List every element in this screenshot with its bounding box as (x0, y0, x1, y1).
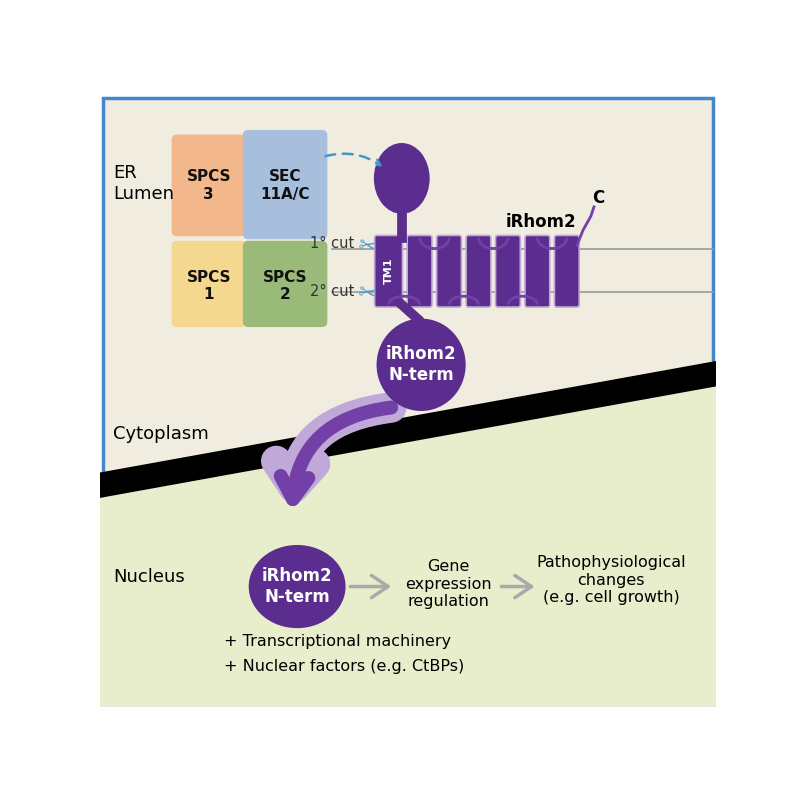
Text: + Transcriptional machinery: + Transcriptional machinery (224, 634, 451, 649)
Text: + Nuclear factors (e.g. CtBPs): + Nuclear factors (e.g. CtBPs) (224, 659, 464, 674)
Text: SPCS
3: SPCS 3 (186, 169, 231, 202)
Text: iRhom2: iRhom2 (506, 214, 576, 231)
Text: TM1: TM1 (384, 258, 393, 284)
FancyBboxPatch shape (243, 241, 327, 327)
FancyArrowPatch shape (501, 576, 532, 598)
FancyBboxPatch shape (172, 241, 246, 327)
Polygon shape (100, 387, 716, 707)
Text: Gene
expression
regulation: Gene expression regulation (405, 559, 492, 609)
Text: Nucleus: Nucleus (114, 568, 185, 585)
FancyBboxPatch shape (525, 235, 550, 307)
FancyBboxPatch shape (172, 134, 246, 236)
FancyArrowPatch shape (350, 576, 388, 598)
Text: Cytoplasm: Cytoplasm (114, 425, 209, 443)
Ellipse shape (377, 318, 466, 411)
Text: ✂: ✂ (356, 283, 377, 306)
Text: ✂: ✂ (356, 236, 377, 258)
Text: SEC
11A/C: SEC 11A/C (260, 169, 310, 202)
Ellipse shape (248, 545, 345, 628)
Text: SPCS
1: SPCS 1 (186, 270, 231, 303)
Text: 1° cut: 1° cut (310, 236, 354, 251)
FancyBboxPatch shape (375, 235, 403, 307)
FancyArrowPatch shape (281, 407, 392, 499)
FancyBboxPatch shape (437, 235, 462, 307)
FancyArrowPatch shape (276, 407, 392, 488)
FancyBboxPatch shape (103, 98, 712, 703)
Text: Pathophysiological
changes
(e.g. cell growth): Pathophysiological changes (e.g. cell gr… (537, 556, 686, 605)
Ellipse shape (374, 143, 430, 214)
Text: iRhom2
N-term: iRhom2 N-term (386, 345, 456, 384)
Text: C: C (592, 189, 605, 206)
FancyBboxPatch shape (555, 235, 579, 307)
FancyBboxPatch shape (466, 235, 491, 307)
Text: SPCS
2: SPCS 2 (263, 270, 307, 303)
FancyBboxPatch shape (408, 235, 432, 307)
Text: 2° cut: 2° cut (310, 284, 354, 299)
FancyBboxPatch shape (243, 130, 327, 239)
Text: iRhom2
N-term: iRhom2 N-term (262, 567, 333, 606)
Text: ER
Lumen: ER Lumen (114, 164, 174, 203)
Polygon shape (100, 361, 716, 498)
FancyBboxPatch shape (496, 235, 521, 307)
